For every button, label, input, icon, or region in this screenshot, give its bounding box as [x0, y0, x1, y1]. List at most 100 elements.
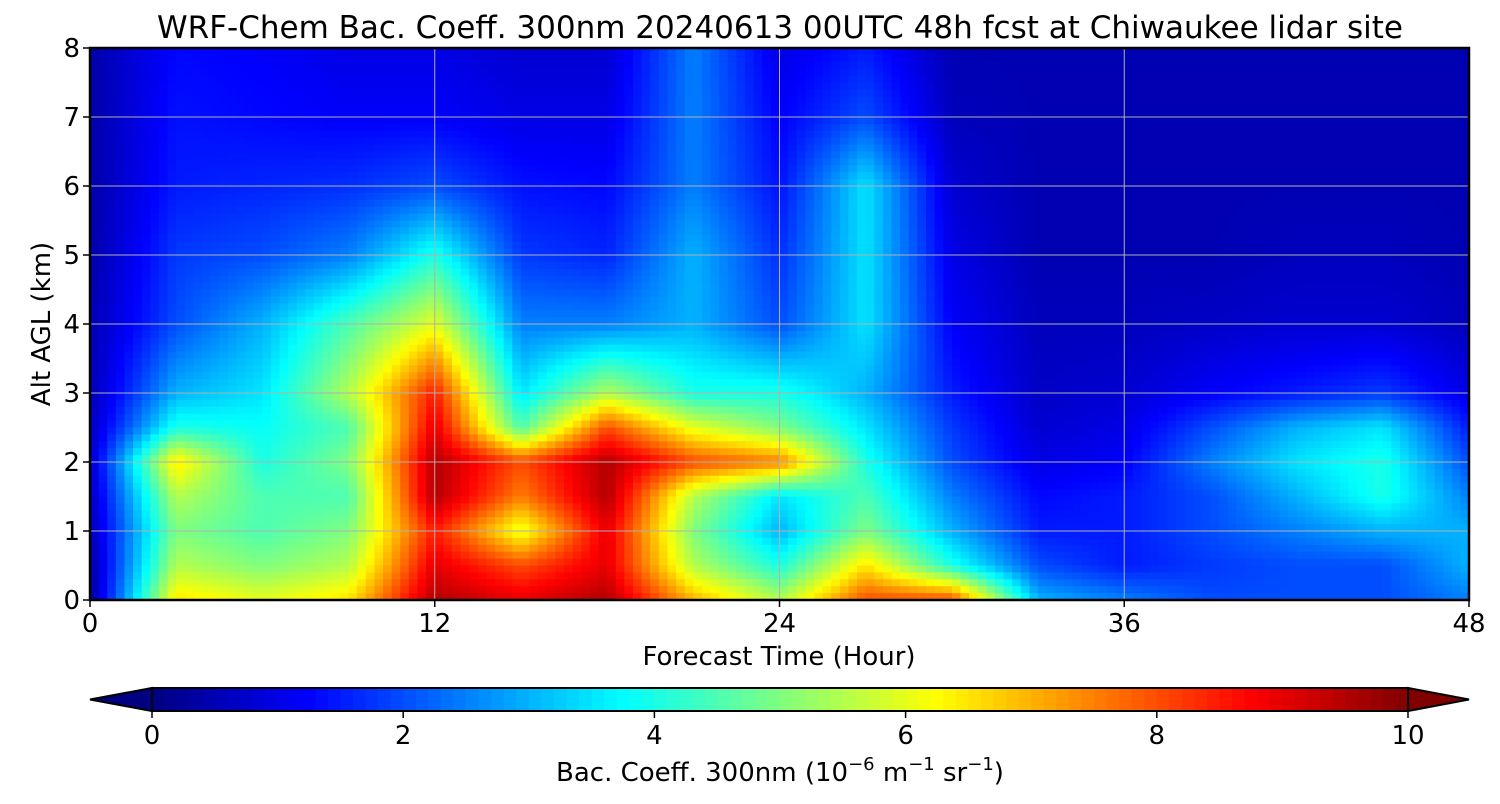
heat-cell [796, 144, 806, 153]
heat-cell [951, 206, 962, 215]
heat-cell [1400, 192, 1410, 201]
heat-cell [632, 227, 643, 235]
heat-cell [658, 165, 669, 173]
heat-cell [1029, 117, 1039, 125]
heat-cell [1313, 220, 1324, 228]
heat-cell [857, 75, 867, 84]
heat-cell [676, 144, 686, 153]
heat-cell [770, 137, 781, 146]
heat-cell [1270, 158, 1280, 166]
heat-cell [796, 206, 806, 215]
heat-cell [1141, 179, 1151, 187]
heat-cell [581, 186, 591, 194]
heat-cell [1253, 96, 1263, 104]
heat-cell [813, 61, 824, 70]
heat-cell [1081, 61, 1091, 70]
heat-cell [408, 213, 419, 222]
heat-cell [926, 227, 936, 235]
heat-cell [1167, 234, 1177, 242]
heat-cell [417, 172, 427, 180]
heat-cell [555, 179, 565, 187]
heat-cell [943, 234, 953, 242]
heat-cell [943, 123, 953, 132]
heat-cell [167, 234, 177, 242]
heat-cell [538, 165, 548, 173]
heat-cell [469, 220, 479, 228]
heat-cell [538, 179, 548, 187]
heat-cell [365, 96, 376, 104]
heat-cell [1141, 110, 1151, 118]
heat-cell [1400, 117, 1410, 125]
heat-cell [831, 186, 841, 194]
heat-cell [1434, 234, 1444, 242]
heat-cell [262, 144, 272, 153]
heat-cell [512, 234, 522, 242]
heat-cell [288, 68, 298, 77]
heat-cell [1003, 54, 1013, 63]
heat-cell [857, 130, 867, 139]
heat-cell [753, 61, 763, 70]
heat-cell [520, 48, 531, 56]
heat-cell [624, 117, 634, 125]
heat-cell [1262, 213, 1272, 222]
heat-cell [417, 179, 427, 187]
heat-cell [1020, 75, 1031, 84]
heat-cell [1115, 89, 1125, 97]
heat-cell [1098, 130, 1108, 139]
heat-cell [1219, 89, 1229, 97]
heat-cell [667, 192, 677, 201]
heat-cell [1236, 82, 1246, 90]
heat-cell [1150, 137, 1160, 146]
heat-cell [107, 192, 117, 201]
heat-cell [1193, 123, 1203, 132]
heat-cell [1262, 241, 1272, 249]
heat-cell [520, 82, 531, 90]
heat-cell [158, 220, 169, 228]
heat-cell [658, 75, 669, 84]
heat-cell [357, 151, 367, 159]
heat-cell [1107, 75, 1117, 84]
heat-cell [658, 82, 669, 90]
heat-cell [572, 186, 582, 194]
heat-cell [839, 75, 850, 84]
heat-cell [1270, 213, 1280, 222]
heat-cell [1175, 61, 1186, 70]
heat-cell [469, 117, 479, 125]
heat-cell [305, 68, 315, 77]
heat-cell [572, 220, 582, 228]
heat-cell [167, 165, 177, 173]
heat-cell [1356, 117, 1367, 125]
heat-cell [219, 110, 229, 118]
heat-cell [176, 213, 186, 222]
heat-cell [831, 241, 841, 249]
heat-cell [839, 96, 850, 104]
heat-cell [805, 234, 815, 242]
heat-cell [745, 123, 755, 132]
heat-cell [400, 220, 410, 228]
heat-cell [986, 192, 996, 201]
heat-cell [848, 61, 858, 70]
heat-cell [270, 255, 281, 263]
heat-cell [917, 248, 927, 256]
heat-cell [813, 130, 824, 139]
heat-cell [555, 206, 565, 215]
heat-cell [270, 123, 281, 132]
heat-cell [262, 103, 272, 111]
heat-cell [701, 227, 712, 235]
heat-cell [770, 199, 781, 208]
heat-cell [1107, 227, 1117, 235]
heat-cell [900, 151, 910, 159]
heat-cell [658, 130, 669, 139]
heat-cell [908, 137, 918, 146]
heat-cell [193, 151, 203, 159]
heat-cell [176, 89, 186, 97]
heat-cell [934, 165, 944, 173]
heat-cell [891, 96, 901, 104]
heat-cell [1356, 165, 1367, 173]
heat-cell [1279, 151, 1289, 159]
heat-cell [934, 199, 944, 208]
heat-cell [1253, 48, 1263, 56]
heat-cell [1063, 75, 1074, 84]
heat-cell [1141, 61, 1151, 70]
heat-cell [1460, 75, 1469, 84]
